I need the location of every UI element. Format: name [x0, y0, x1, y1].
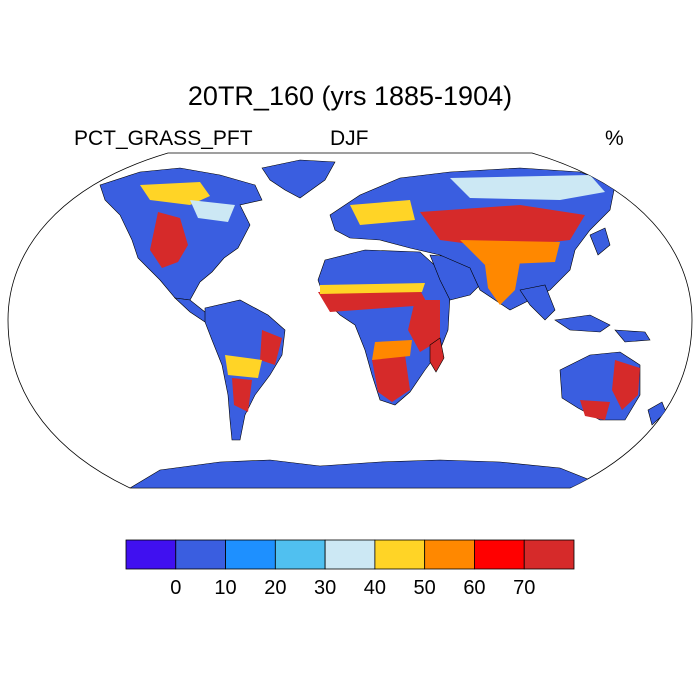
indonesia — [554, 314, 611, 333]
colorbar-tick-label: 60 — [463, 577, 486, 599]
siberia-light — [450, 175, 605, 200]
sahel-grass — [318, 290, 428, 312]
variable-label: PCT_GRASS_PFT — [74, 127, 253, 150]
colorbar-swatch — [374, 539, 426, 570]
north-america-mixed — [140, 182, 210, 205]
colorbar-swatch — [523, 539, 575, 570]
colorbar-swatch — [324, 539, 376, 570]
japan — [589, 227, 611, 256]
colorbar-swatch — [424, 539, 475, 570]
europe-mixed — [350, 200, 415, 225]
great-plains-grass — [150, 212, 188, 268]
colorbar-tick-label: 20 — [264, 577, 287, 599]
central-asia-grass — [420, 205, 585, 248]
colorbar-tick-label: 0 — [170, 577, 182, 599]
southeast-asia — [519, 284, 556, 321]
map-title: 20TR_160 (yrs 1885-1904) — [187, 81, 513, 111]
colorbar-swatch — [274, 539, 326, 570]
southern-africa-grass — [372, 355, 410, 402]
new-guinea — [614, 329, 651, 343]
sahel-transition — [320, 283, 425, 294]
south-america-grass — [260, 330, 282, 365]
colorbar-swatch — [175, 539, 226, 570]
colorbar-swatch — [125, 539, 177, 570]
colorbar-tick-label: 70 — [513, 577, 536, 599]
central-asia-orange — [460, 240, 560, 265]
colorbar-tick-label: 30 — [313, 577, 337, 599]
north-america-light — [190, 200, 235, 222]
pampas-grass — [232, 378, 252, 412]
colorbar-tick-label: 50 — [413, 577, 436, 599]
colorbar-tick-label: 10 — [214, 577, 237, 599]
south-america-mixed — [225, 355, 262, 378]
east-africa-grass — [408, 300, 440, 352]
colorbar-swatch — [474, 539, 525, 570]
colorbar-swatch — [225, 539, 276, 570]
east-australia-grass — [612, 360, 640, 410]
season-label: DJF — [330, 127, 369, 150]
greenland — [261, 159, 336, 199]
southern-africa-mixed — [372, 340, 412, 360]
south-australia-grass — [580, 400, 610, 420]
india-mixed — [485, 262, 520, 305]
colorbar-tick-label: 40 — [363, 577, 386, 599]
units-label: % — [605, 127, 624, 150]
madagascar — [429, 337, 445, 373]
